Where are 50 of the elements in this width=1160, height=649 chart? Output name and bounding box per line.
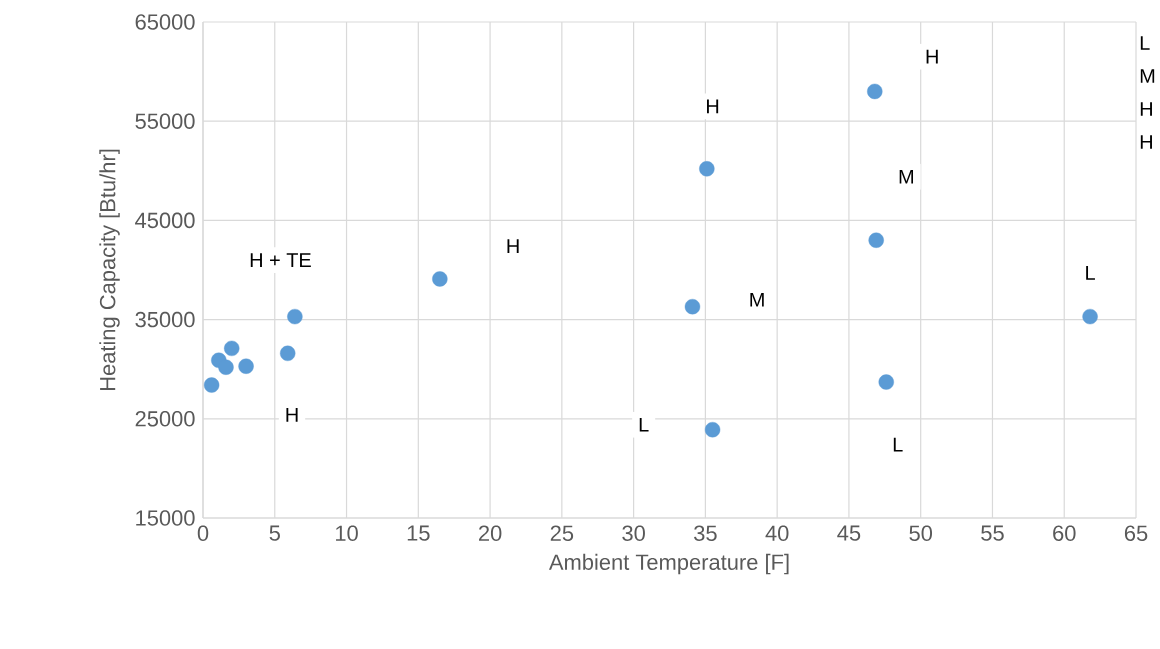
point bbox=[224, 340, 240, 357]
x-tick-label: 30 bbox=[622, 525, 645, 542]
x-tick-label: 45 bbox=[837, 525, 861, 541]
x-tick-label: 55 bbox=[981, 525, 1004, 541]
point bbox=[203, 377, 220, 393]
x-tick-label: 40 bbox=[765, 525, 789, 542]
x-tick-label: 0 bbox=[197, 525, 209, 542]
x-tick-label: 35 bbox=[694, 525, 717, 542]
annotation: H bbox=[507, 239, 519, 254]
point bbox=[867, 83, 883, 100]
point bbox=[699, 161, 715, 177]
annotation: L bbox=[1086, 266, 1095, 280]
annotation: L bbox=[639, 417, 649, 432]
text: L bbox=[1140, 36, 1150, 50]
x-tick-label: 20 bbox=[479, 525, 502, 542]
point bbox=[878, 374, 894, 390]
annotation: H + TE bbox=[250, 253, 311, 267]
annotation: M bbox=[899, 169, 913, 184]
annotation: L bbox=[893, 437, 903, 452]
x-tick-label: 50 bbox=[909, 525, 933, 542]
x-tick-label: 25 bbox=[550, 525, 574, 542]
point bbox=[238, 358, 254, 374]
point bbox=[684, 299, 701, 315]
y-axis-title: Heating Capacity [Btu/hr] bbox=[99, 149, 120, 391]
text: H bbox=[1140, 102, 1152, 116]
point bbox=[432, 271, 448, 287]
x-tick-label: 15 bbox=[407, 525, 430, 541]
text: M bbox=[1140, 69, 1155, 83]
x-tick-label: 60 bbox=[1053, 525, 1076, 542]
x-tick-label: 10 bbox=[336, 525, 358, 542]
point bbox=[1082, 308, 1098, 325]
x-tick-label: 5 bbox=[269, 525, 280, 541]
x-tick-label: 65 bbox=[1124, 525, 1148, 542]
y-tick-label: 35000 bbox=[135, 311, 195, 328]
point bbox=[218, 359, 234, 375]
text: H bbox=[1140, 135, 1152, 149]
annotation: M bbox=[750, 292, 764, 307]
y-tick-label: 15000 bbox=[136, 510, 195, 526]
point bbox=[287, 308, 303, 325]
annotation: H bbox=[707, 99, 719, 114]
y-tick-label: 55000 bbox=[135, 113, 195, 129]
x-axis-title: Ambient Temperature [F] bbox=[548, 553, 789, 575]
annotation: H bbox=[926, 49, 938, 64]
y-tick-label: 45000 bbox=[135, 212, 195, 229]
point bbox=[280, 345, 296, 361]
point bbox=[868, 232, 884, 248]
point bbox=[704, 422, 721, 438]
y-tick-label: 25000 bbox=[135, 411, 195, 427]
y-tick-label: 65000 bbox=[135, 14, 195, 30]
annotation: H bbox=[286, 407, 298, 422]
